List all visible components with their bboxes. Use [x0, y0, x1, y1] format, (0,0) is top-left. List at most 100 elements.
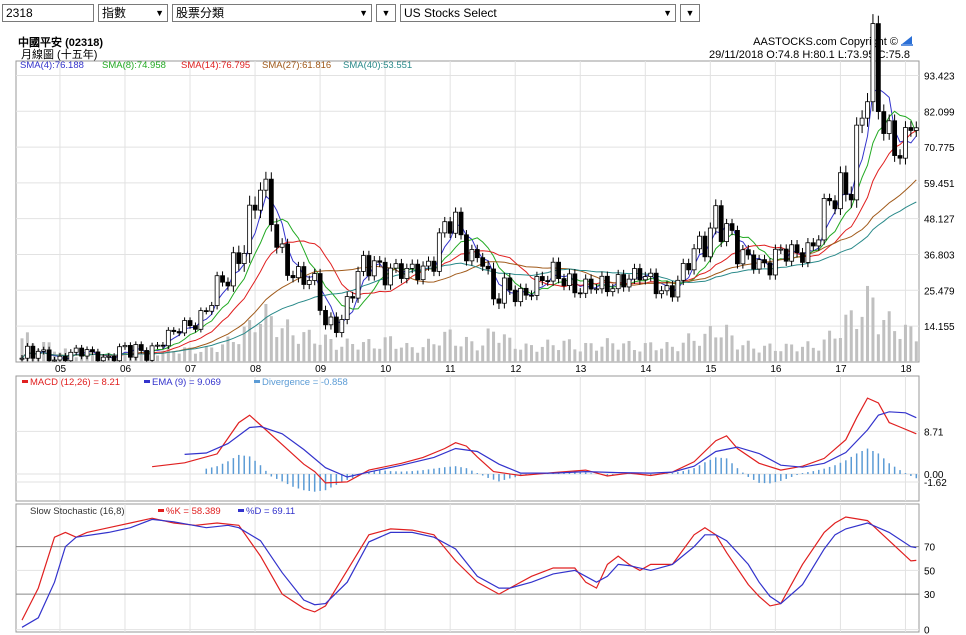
volume-bar — [513, 348, 517, 362]
volume-bar — [584, 342, 588, 362]
sma-8-line — [21, 110, 917, 359]
us-stocks-dropdown-button[interactable]: ▼ — [680, 4, 700, 22]
category-select[interactable]: 股票分類 ▼ — [172, 4, 372, 22]
candle-body — [133, 344, 139, 358]
volume-bar — [221, 344, 225, 362]
candle-body — [111, 355, 117, 362]
sma-legend: SMA(14):76.795 — [181, 60, 250, 71]
volume-bar — [275, 337, 279, 362]
candle-body — [903, 127, 908, 159]
candle-body — [550, 261, 556, 282]
volume-bar — [475, 350, 479, 362]
candle-body — [95, 351, 101, 362]
candle-body — [713, 205, 719, 229]
candle-body — [875, 23, 881, 112]
volume-bar — [546, 339, 550, 362]
volume-bar — [443, 331, 447, 362]
candle-body — [762, 259, 767, 264]
volume-bar — [416, 352, 420, 362]
volume-bar — [866, 285, 870, 362]
candle-body — [285, 243, 290, 276]
volume-bar — [459, 346, 463, 362]
candle-body — [68, 351, 74, 362]
volume-bar — [893, 331, 897, 362]
volume-bar — [464, 336, 468, 362]
candle-body — [19, 357, 25, 360]
stochastic-tick-label: 50 — [924, 566, 936, 577]
volume-bar — [378, 348, 382, 362]
volume-bar — [226, 336, 230, 362]
candle-body — [312, 273, 318, 281]
candle-body — [333, 316, 339, 333]
candle-body — [865, 101, 870, 119]
volume-bar — [90, 355, 94, 362]
us-stocks-select[interactable]: US Stocks Select ▼ — [400, 4, 676, 22]
volume-bar — [394, 348, 398, 362]
volume-bar — [540, 346, 544, 362]
volume-bar — [258, 323, 262, 362]
candle-body — [127, 345, 133, 358]
candle-body — [263, 178, 269, 191]
volume-bar — [876, 334, 880, 362]
candle-body — [377, 260, 383, 263]
candle-body — [393, 263, 399, 269]
candle-body — [751, 254, 757, 270]
volume-bar — [367, 339, 371, 362]
candle-body — [458, 211, 464, 236]
volume-bar — [529, 345, 533, 362]
candle-body — [854, 124, 860, 201]
volume-bar — [454, 345, 458, 362]
volume-bar — [427, 338, 430, 362]
volume-bar — [286, 319, 290, 362]
candle-body — [339, 319, 345, 333]
sma-4-line — [21, 88, 917, 360]
candle-body — [447, 221, 453, 234]
candle-body — [659, 290, 664, 295]
price-panel — [15, 60, 920, 363]
candle-body — [279, 243, 285, 248]
candle-body — [268, 178, 274, 226]
candle-body — [52, 359, 57, 362]
candle-body — [453, 211, 459, 234]
volume-bar — [448, 329, 452, 362]
volume-bar — [909, 326, 913, 362]
candle-body — [816, 239, 822, 247]
volume-bar — [161, 350, 165, 362]
candle-body — [697, 235, 702, 250]
volume-bar — [242, 326, 246, 362]
volume-bar — [410, 347, 414, 362]
volume-bar — [383, 337, 387, 362]
candle-body — [171, 329, 177, 332]
candle-body — [100, 356, 106, 362]
volume-bar — [806, 341, 810, 362]
candle-body — [534, 276, 540, 296]
stock-code-input[interactable]: 2318 — [2, 4, 94, 22]
volume-bar — [291, 335, 295, 362]
volume-bar — [605, 338, 609, 362]
volume-bar — [210, 347, 214, 362]
candle-body — [57, 355, 63, 361]
volume-bar — [524, 343, 528, 362]
candle-body — [149, 345, 155, 361]
candle-body — [79, 347, 85, 357]
volume-bar — [595, 350, 599, 362]
candle-body — [556, 261, 561, 279]
volume-bar — [882, 320, 886, 362]
candle-body — [90, 349, 95, 353]
index-select[interactable]: 指數 ▼ — [98, 4, 168, 22]
volume-bar — [334, 349, 338, 362]
candle-body — [198, 310, 204, 330]
candle-body — [827, 198, 832, 202]
macd-tick-label: 0.00 — [924, 470, 944, 481]
volume-bar — [795, 351, 799, 362]
candle-body — [702, 235, 708, 258]
volume-bar — [253, 332, 257, 362]
volume-bar — [708, 325, 712, 362]
volume-bar — [611, 343, 615, 362]
price-tick-label: 36.803 — [924, 250, 955, 261]
category-dropdown-button[interactable]: ▼ — [376, 4, 396, 22]
candle-body — [913, 127, 919, 131]
volume-bar — [421, 347, 425, 362]
price-grid — [16, 61, 919, 632]
